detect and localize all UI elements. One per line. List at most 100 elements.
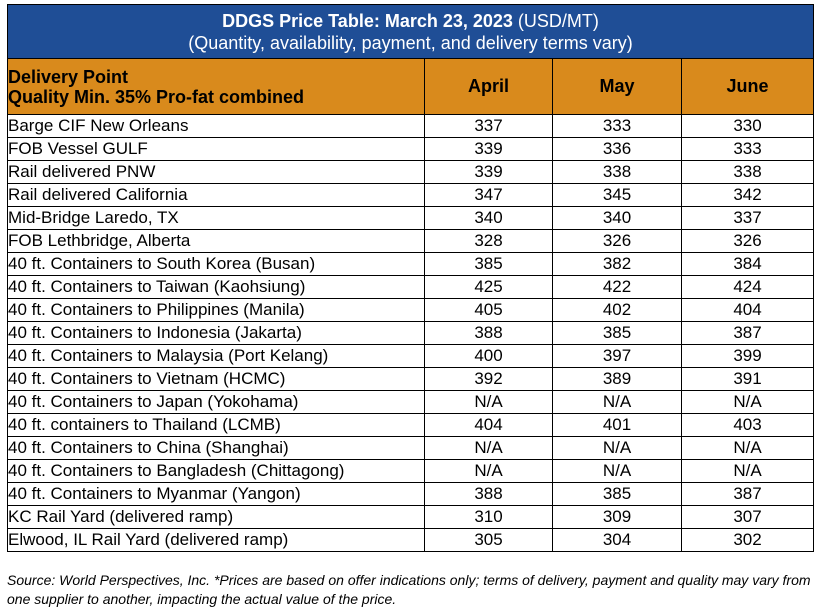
price-cell-april: 392 bbox=[424, 367, 553, 391]
price-cell-june: 387 bbox=[681, 482, 814, 506]
price-cell-april: 305 bbox=[424, 528, 553, 552]
table-row: Rail delivered California 347 345 342 bbox=[7, 183, 814, 207]
delivery-point-cell: 40 ft. Containers to Taiwan (Kaohsiung) bbox=[7, 275, 425, 299]
price-cell-june: 403 bbox=[681, 413, 814, 437]
table-row: 40 ft. Containers to China (Shanghai) N/A… bbox=[7, 436, 814, 460]
title-main: DDGS Price Table: March 23, 2023 bbox=[222, 10, 513, 31]
price-cell-april: 405 bbox=[424, 298, 553, 322]
price-cell-april: 347 bbox=[424, 183, 553, 207]
table-row: 40 ft. Containers to Philippines (Manila… bbox=[7, 298, 814, 322]
price-cell-june: 330 bbox=[681, 114, 814, 138]
price-cell-june: N/A bbox=[681, 459, 814, 483]
table-row: Barge CIF New Orleans 337 333 330 bbox=[7, 114, 814, 138]
delivery-point-cell: Elwood, IL Rail Yard (delivered ramp) bbox=[7, 528, 425, 552]
price-cell-april: 310 bbox=[424, 505, 553, 529]
table-row: Rail delivered PNW 339 338 338 bbox=[7, 160, 814, 184]
price-cell-april: 385 bbox=[424, 252, 553, 276]
price-cell-june: 307 bbox=[681, 505, 814, 529]
table-row: 40 ft. Containers to Bangladesh (Chittag… bbox=[7, 459, 814, 483]
delivery-point-cell: Rail delivered California bbox=[7, 183, 425, 207]
price-cell-june: 302 bbox=[681, 528, 814, 552]
delivery-point-cell: KC Rail Yard (delivered ramp) bbox=[7, 505, 425, 529]
table-row: Elwood, IL Rail Yard (delivered ramp) 305… bbox=[7, 528, 814, 552]
price-cell-june: 338 bbox=[681, 160, 814, 184]
price-cell-june: 326 bbox=[681, 229, 814, 253]
price-cell-june: 333 bbox=[681, 137, 814, 161]
price-cell-june: N/A bbox=[681, 436, 814, 460]
price-cell-may: 336 bbox=[552, 137, 682, 161]
table-row: KC Rail Yard (delivered ramp) 310 309 307 bbox=[7, 505, 814, 529]
price-cell-april: 339 bbox=[424, 160, 553, 184]
price-cell-june: 337 bbox=[681, 206, 814, 230]
price-cell-may: N/A bbox=[552, 436, 682, 460]
delivery-point-cell: 40 ft. Containers to Japan (Yokohama) bbox=[7, 390, 425, 414]
price-cell-june: 387 bbox=[681, 321, 814, 345]
price-cell-april: 340 bbox=[424, 206, 553, 230]
title-row: DDGS Price Table: March 23, 2023 (USD/MT… bbox=[7, 4, 814, 59]
table-subtitle: (Quantity, availability, payment, and de… bbox=[188, 32, 633, 53]
table-row: 40 ft. Containers to Vietnam (HCMC) 392 38… bbox=[7, 367, 814, 391]
price-cell-june: N/A bbox=[681, 390, 814, 414]
delivery-point-cell: Mid-Bridge Laredo, TX bbox=[7, 206, 425, 230]
delivery-point-cell: 40 ft. Containers to Malaysia (Port Kela… bbox=[7, 344, 425, 368]
price-cell-may: 385 bbox=[552, 482, 682, 506]
delivery-point-cell: 40 ft. Containers to Philippines (Manila… bbox=[7, 298, 425, 322]
delivery-point-cell: Rail delivered PNW bbox=[7, 160, 425, 184]
month-header-june: June bbox=[681, 58, 814, 115]
price-cell-april: 388 bbox=[424, 482, 553, 506]
delivery-point-cell: 40 ft. Containers to Indonesia (Jakarta) bbox=[7, 321, 425, 345]
price-cell-april: 337 bbox=[424, 114, 553, 138]
price-cell-april: N/A bbox=[424, 436, 553, 460]
delivery-point-cell: 40 ft. Containers to Vietnam (HCMC) bbox=[7, 367, 425, 391]
price-cell-may: N/A bbox=[552, 459, 682, 483]
price-cell-april: N/A bbox=[424, 459, 553, 483]
price-cell-june: 391 bbox=[681, 367, 814, 391]
price-cell-june: 424 bbox=[681, 275, 814, 299]
price-cell-april: 388 bbox=[424, 321, 553, 345]
price-cell-may: 401 bbox=[552, 413, 682, 437]
price-cell-april: 400 bbox=[424, 344, 553, 368]
title-unit: (USD/MT) bbox=[512, 10, 599, 31]
delivery-point-cell: 40 ft. Containers to China (Shanghai) bbox=[7, 436, 425, 460]
delivery-point-cell: Barge CIF New Orleans bbox=[7, 114, 425, 138]
table-title: DDGS Price Table: March 23, 2023 (USD/MT… bbox=[7, 4, 814, 59]
delivery-point-cell: FOB Lethbridge, Alberta bbox=[7, 229, 425, 253]
table-row: 40 ft. containers to Thailand (LCMB) 404 4… bbox=[7, 413, 814, 437]
month-header-may: May bbox=[552, 58, 682, 115]
price-cell-april: 425 bbox=[424, 275, 553, 299]
price-cell-may: 309 bbox=[552, 505, 682, 529]
delivery-point-label: Delivery Point bbox=[8, 66, 129, 87]
table-row: 40 ft. Containers to Myanmar (Yangon) 388… bbox=[7, 482, 814, 506]
price-cell-june: 342 bbox=[681, 183, 814, 207]
price-cell-may: 402 bbox=[552, 298, 682, 322]
delivery-point-header: Delivery Point Quality Min. 35% Pro-fat … bbox=[7, 58, 425, 115]
delivery-point-cell: 40 ft. containers to Thailand (LCMB) bbox=[7, 413, 425, 437]
price-cell-june: 384 bbox=[681, 252, 814, 276]
price-cell-may: N/A bbox=[552, 390, 682, 414]
price-cell-may: 340 bbox=[552, 206, 682, 230]
table-row: 40 ft. Containers to South Korea (Busan)… bbox=[7, 252, 814, 276]
delivery-point-cell: 40 ft. Containers to Bangladesh (Chittag… bbox=[7, 459, 425, 483]
price-cell-may: 333 bbox=[552, 114, 682, 138]
price-cell-april: 328 bbox=[424, 229, 553, 253]
delivery-point-cell: FOB Vessel GULF bbox=[7, 137, 425, 161]
price-cell-may: 397 bbox=[552, 344, 682, 368]
source-footnote: Source: World Perspectives, Inc. *Prices… bbox=[7, 572, 811, 607]
month-header-april: April bbox=[424, 58, 553, 115]
delivery-point-cell: 40 ft. Containers to Myanmar (Yangon) bbox=[7, 482, 425, 506]
quality-label: Quality Min. 35% Pro-fat combined bbox=[8, 86, 305, 107]
price-cell-may: 326 bbox=[552, 229, 682, 253]
price-cell-june: 404 bbox=[681, 298, 814, 322]
price-cell-april: N/A bbox=[424, 390, 553, 414]
table-row: Mid-Bridge Laredo, TX 340 340 337 bbox=[7, 206, 814, 230]
price-cell-june: 399 bbox=[681, 344, 814, 368]
table-row: 40 ft. Containers to Malaysia (Port Kela… bbox=[7, 344, 814, 368]
table-row: 40 ft. Containers to Taiwan (Kaohsiung) 4… bbox=[7, 275, 814, 299]
table-row: FOB Vessel GULF 339 336 333 bbox=[7, 137, 814, 161]
price-cell-may: 422 bbox=[552, 275, 682, 299]
price-cell-april: 404 bbox=[424, 413, 553, 437]
table-row: 40 ft. Containers to Japan (Yokohama) N/A… bbox=[7, 390, 814, 414]
delivery-point-cell: 40 ft. Containers to South Korea (Busan) bbox=[7, 252, 425, 276]
price-cell-may: 304 bbox=[552, 528, 682, 552]
table-row: 40 ft. Containers to Indonesia (Jakarta)… bbox=[7, 321, 814, 345]
